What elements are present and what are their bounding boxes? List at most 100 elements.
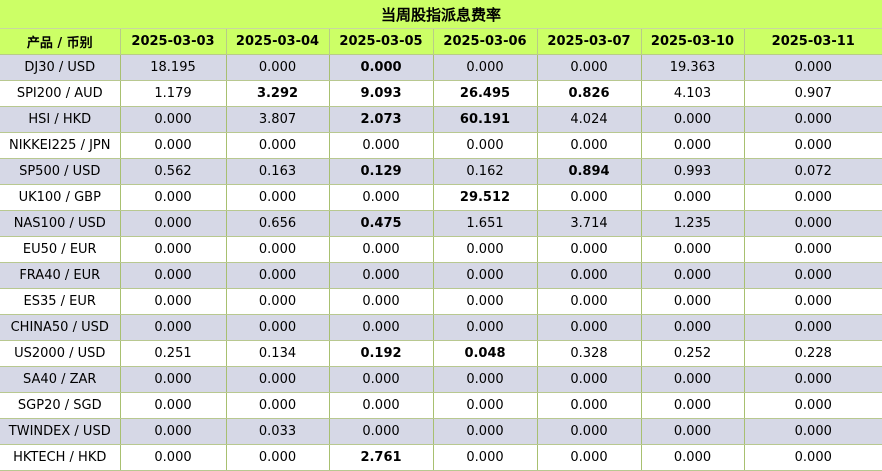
rate-cell: 0.000 xyxy=(120,288,227,315)
table-title: 当周股指派息费率 xyxy=(0,0,882,29)
product-cell: HSI / HKD xyxy=(0,106,121,133)
rate-cell: 0.000 xyxy=(744,132,882,159)
rate-cell: 0.000 xyxy=(120,366,227,393)
table-row: TWINDEX / USD 0.000 0.033 0.000 0.000 0.000 0.… xyxy=(0,418,882,445)
rate-cell: 0.134 xyxy=(226,340,330,367)
product-cell: UK100 / GBP xyxy=(0,184,121,211)
rate-cell: 0.000 xyxy=(537,54,642,81)
rate-cell: 0.000 xyxy=(744,184,882,211)
rate-cell: 0.129 xyxy=(329,158,434,185)
column-header-date: 2025-03-03 xyxy=(120,28,227,55)
rate-cell: 0.000 xyxy=(226,314,330,341)
table-row: CHINA50 / USD 0.000 0.000 0.000 0.000 0.000 0.… xyxy=(0,314,882,341)
rate-cell: 0.252 xyxy=(641,340,745,367)
rate-cell: 0.000 xyxy=(226,184,330,211)
rate-cell: 0.162 xyxy=(433,158,538,185)
table-row: ES35 / EUR 0.000 0.000 0.000 0.000 0.000 0.000… xyxy=(0,288,882,315)
rate-cell: 0.000 xyxy=(537,444,642,471)
rate-cell: 0.251 xyxy=(120,340,227,367)
rate-cell: 0.894 xyxy=(537,158,642,185)
column-header-date: 2025-03-11 xyxy=(744,28,882,55)
rate-cell: 0.000 xyxy=(641,392,745,419)
table-row: SGP20 / SGD 0.000 0.000 0.000 0.000 0.000 0.00… xyxy=(0,392,882,419)
rate-cell: 0.000 xyxy=(120,106,227,133)
rate-cell: 0.000 xyxy=(744,106,882,133)
rate-cell: 1.235 xyxy=(641,210,745,237)
rate-cell: 0.000 xyxy=(120,210,227,237)
rate-cell: 0.000 xyxy=(226,288,330,315)
rate-cell: 0.000 xyxy=(744,418,882,445)
column-header-date: 2025-03-07 xyxy=(537,28,642,55)
table-row: SPI200 / AUD 1.179 3.292 9.093 26.495 0.826 4.… xyxy=(0,80,882,107)
rate-cell: 0.000 xyxy=(120,236,227,263)
product-cell: HKTECH / HKD xyxy=(0,444,121,471)
rate-cell: 0.000 xyxy=(641,444,745,471)
rate-cell: 0.000 xyxy=(641,288,745,315)
column-header-product: 产品 / 币别 xyxy=(0,28,121,55)
product-cell: CHINA50 / USD xyxy=(0,314,121,341)
rate-cell: 3.292 xyxy=(226,80,330,107)
rate-cell: 0.000 xyxy=(641,418,745,445)
rate-cell: 0.000 xyxy=(433,418,538,445)
rate-cell: 4.103 xyxy=(641,80,745,107)
rate-cell: 0.228 xyxy=(744,340,882,367)
rate-cell: 0.000 xyxy=(226,132,330,159)
rate-cell: 0.000 xyxy=(433,392,538,419)
rate-cell: 2.073 xyxy=(329,106,434,133)
product-cell: SP500 / USD xyxy=(0,158,121,185)
product-cell: FRA40 / EUR xyxy=(0,262,121,289)
rate-cell: 0.048 xyxy=(433,340,538,367)
column-header-date: 2025-03-06 xyxy=(433,28,538,55)
table-row: SP500 / USD 0.562 0.163 0.129 0.162 0.894 0.99… xyxy=(0,158,882,185)
table-row: EU50 / EUR 0.000 0.000 0.000 0.000 0.000 0.000… xyxy=(0,236,882,263)
rate-cell: 0.163 xyxy=(226,158,330,185)
rate-cell: 18.195 xyxy=(120,54,227,81)
rate-cell: 0.328 xyxy=(537,340,642,367)
rate-cell: 0.000 xyxy=(120,132,227,159)
rate-cell: 0.000 xyxy=(120,314,227,341)
rate-cell: 0.000 xyxy=(329,132,434,159)
rate-cell: 0.000 xyxy=(537,184,642,211)
rate-cell: 0.000 xyxy=(641,184,745,211)
rate-cell: 0.000 xyxy=(329,54,434,81)
rate-cell: 0.000 xyxy=(537,392,642,419)
product-cell: ES35 / EUR xyxy=(0,288,121,315)
table-body: DJ30 / USD 18.195 0.000 0.000 0.000 0.000 19.3… xyxy=(0,54,882,471)
rate-cell: 0.000 xyxy=(433,54,538,81)
rate-cell: 0.000 xyxy=(537,366,642,393)
rate-cell: 4.024 xyxy=(537,106,642,133)
rate-cell: 0.000 xyxy=(433,366,538,393)
rate-cell: 0.000 xyxy=(120,184,227,211)
table-row: UK100 / GBP 0.000 0.000 0.000 29.512 0.000 0.0… xyxy=(0,184,882,211)
rate-cell: 19.363 xyxy=(641,54,745,81)
rate-cell: 0.000 xyxy=(537,236,642,263)
rate-cell: 0.000 xyxy=(537,132,642,159)
column-header-row: 产品 / 币别 2025-03-03 2025-03-04 2025-03-05 20… xyxy=(0,28,882,55)
rate-cell: 9.093 xyxy=(329,80,434,107)
rate-cell: 0.000 xyxy=(433,314,538,341)
rate-cell: 0.000 xyxy=(537,288,642,315)
rate-cell: 0.000 xyxy=(744,210,882,237)
rate-cell: 0.000 xyxy=(226,392,330,419)
rate-cell: 1.179 xyxy=(120,80,227,107)
rate-cell: 0.826 xyxy=(537,80,642,107)
table-row: NIKKEI225 / JPN 0.000 0.000 0.000 0.000 0.000… xyxy=(0,132,882,159)
rate-cell: 0.000 xyxy=(641,366,745,393)
rate-cell: 0.033 xyxy=(226,418,330,445)
rate-cell: 0.072 xyxy=(744,158,882,185)
rate-cell: 2.761 xyxy=(329,444,434,471)
table-row: HSI / HKD 0.000 3.807 2.073 60.191 4.024 0.000… xyxy=(0,106,882,133)
rate-cell: 0.000 xyxy=(641,314,745,341)
table-row: HKTECH / HKD 0.000 0.000 2.761 0.000 0.000 0.0… xyxy=(0,444,882,471)
column-header-date: 2025-03-04 xyxy=(226,28,330,55)
product-cell: SGP20 / SGD xyxy=(0,392,121,419)
rate-cell: 0.000 xyxy=(329,184,434,211)
rate-cell: 0.000 xyxy=(329,392,434,419)
rate-cell: 0.000 xyxy=(329,262,434,289)
rate-cell: 0.000 xyxy=(329,418,434,445)
rate-cell: 0.000 xyxy=(120,392,227,419)
table-row: NAS100 / USD 0.000 0.656 0.475 1.651 3.714 1.2… xyxy=(0,210,882,237)
rate-cell: 0.000 xyxy=(641,236,745,263)
rate-cell: 0.000 xyxy=(537,262,642,289)
